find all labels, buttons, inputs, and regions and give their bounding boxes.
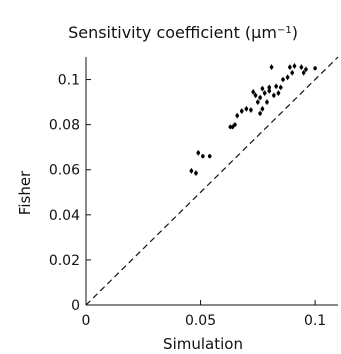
point-marker [253,93,258,98]
data-point [258,94,262,101]
data-points [189,63,317,176]
data-point [281,76,285,83]
data-point [189,168,194,174]
y-tick-label: 0 [71,298,80,314]
point-marker [194,171,198,175]
point-marker [251,90,256,94]
y-axis-label: Fisher [16,170,34,215]
point-marker [189,169,194,173]
point-marker [274,84,278,89]
point-marker [292,64,297,68]
point-marker [299,65,304,69]
x-ticks: 0 0.05 0.1 [82,300,326,329]
data-point [267,84,272,91]
reference-line-identity [85,56,339,306]
data-point [269,64,274,70]
data-point [260,106,265,112]
data-point [249,107,253,113]
data-point [292,63,297,69]
data-point [278,84,283,91]
point-marker [272,93,276,98]
point-marker [278,85,283,90]
point-marker [285,75,290,80]
data-point [256,99,260,105]
data-point [251,89,256,95]
data-point [276,90,281,96]
point-marker [262,91,267,95]
data-point [233,122,237,127]
point-marker [256,100,260,104]
point-marker [207,154,212,158]
x-tick-label: 0.1 [304,313,326,329]
point-marker [235,113,239,118]
data-point [201,153,205,159]
data-point [207,153,212,159]
point-marker [265,100,269,104]
data-point [230,124,235,130]
point-marker [239,109,244,113]
point-marker [249,108,253,112]
y-tick-label: 0.06 [49,163,80,179]
data-point [274,83,278,90]
point-marker [288,65,292,69]
data-point [304,66,308,73]
point-marker [267,85,272,90]
point-marker [269,65,274,69]
axes [85,57,338,306]
point-marker [201,154,205,158]
data-point [313,66,317,71]
point-marker [290,70,294,75]
data-point [235,112,239,119]
data-point [258,110,262,117]
data-point [244,106,249,112]
data-point [239,108,244,114]
chart-title: Sensitivity coefficient (μm−1) [68,23,298,42]
point-marker [244,107,249,111]
data-point [301,70,306,76]
x-tick-label: 0 [82,313,91,329]
y-tick-label: 0.04 [49,208,80,224]
y-tick-label: 0.08 [49,118,80,134]
point-marker [301,70,306,75]
point-marker [260,107,265,111]
data-point [288,64,292,70]
data-point [272,92,276,99]
x-tick-label: 0.05 [185,313,216,329]
data-point [253,92,258,99]
y-tick-label: 0.02 [49,253,80,269]
point-marker [230,125,235,129]
point-marker [304,67,308,72]
point-marker [258,111,262,116]
point-marker [260,86,265,91]
data-point [299,64,304,70]
data-point [290,70,294,76]
x-axis-label: Simulation [163,335,243,353]
point-marker [276,91,281,95]
data-point [285,74,290,80]
data-point [265,99,269,105]
point-marker [258,95,262,100]
point-marker [281,77,285,82]
data-point [260,85,265,92]
y-tick-label: 0.1 [58,73,80,89]
data-point [196,150,201,156]
point-marker [233,122,237,127]
y-ticks: 0 0.02 0.04 0.06 0.08 0.1 [49,73,91,314]
point-marker [196,151,201,155]
data-point [194,170,198,176]
point-marker [267,89,272,93]
data-point [262,90,267,96]
point-marker [313,66,317,71]
